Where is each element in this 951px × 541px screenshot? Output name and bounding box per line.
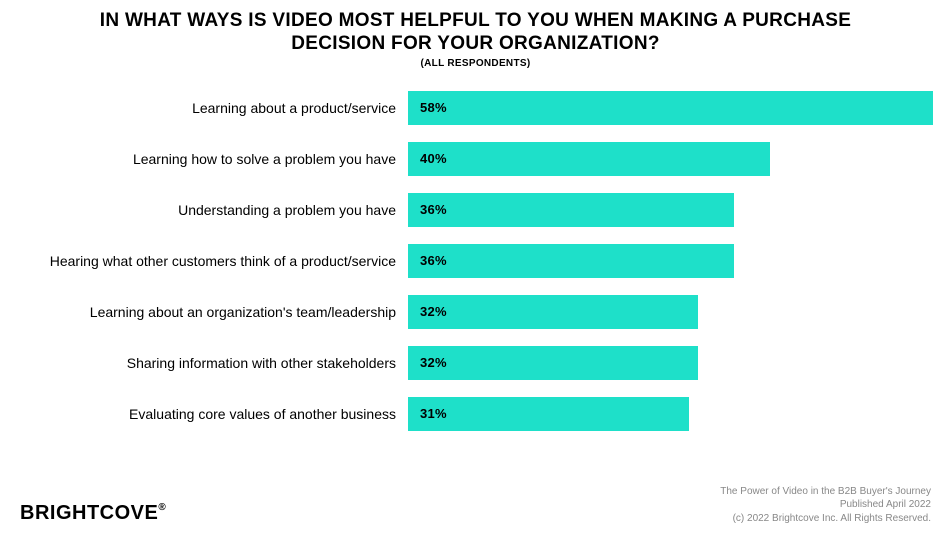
chart-subtitle: (ALL RESPONDENTS) xyxy=(0,58,951,69)
bar-area: 58% xyxy=(408,91,951,125)
bar-row: Learning about a product/service58% xyxy=(0,91,951,125)
bar-area: 31% xyxy=(408,397,951,431)
bar-label: Sharing information with other stakehold… xyxy=(0,355,408,371)
bar-area: 32% xyxy=(408,346,951,380)
bar-area: 36% xyxy=(408,193,951,227)
bar-row: Sharing information with other stakehold… xyxy=(0,346,951,380)
credits: The Power of Video in the B2B Buyer's Jo… xyxy=(720,485,931,526)
bar-label: Learning about a product/service xyxy=(0,100,408,116)
bar: 32% xyxy=(408,295,698,329)
bar-value: 36% xyxy=(408,202,447,217)
brand-text: BRIGHTCOVE xyxy=(20,502,158,524)
bar-label: Evaluating core values of another busine… xyxy=(0,406,408,422)
bar-row: Learning about an organization's team/le… xyxy=(0,295,951,329)
bar-row: Hearing what other customers think of a … xyxy=(0,244,951,278)
bar-area: 32% xyxy=(408,295,951,329)
bar: 31% xyxy=(408,397,689,431)
bar-chart: Learning about a product/service58%Learn… xyxy=(0,91,951,431)
bar-value: 36% xyxy=(408,253,447,268)
page: IN WHAT WAYS IS VIDEO MOST HELPFUL TO YO… xyxy=(0,0,951,541)
bar: 36% xyxy=(408,193,734,227)
credits-line-3: (c) 2022 Brightcove Inc. All Rights Rese… xyxy=(720,512,931,526)
bar-value: 31% xyxy=(408,406,447,421)
chart-title: IN WHAT WAYS IS VIDEO MOST HELPFUL TO YO… xyxy=(0,10,951,56)
bar: 36% xyxy=(408,244,734,278)
bar-value: 32% xyxy=(408,355,447,370)
bar-row: Understanding a problem you have36% xyxy=(0,193,951,227)
bar-area: 40% xyxy=(408,142,951,176)
bar-value: 58% xyxy=(408,100,447,115)
bar: 40% xyxy=(408,142,770,176)
credits-line-1: The Power of Video in the B2B Buyer's Jo… xyxy=(720,485,931,499)
bar-label: Learning how to solve a problem you have xyxy=(0,151,408,167)
title-line-2: DECISION FOR YOUR ORGANIZATION? xyxy=(291,33,660,54)
title-line-1: IN WHAT WAYS IS VIDEO MOST HELPFUL TO YO… xyxy=(100,10,851,31)
bar-row: Learning how to solve a problem you have… xyxy=(0,142,951,176)
bar-label: Learning about an organization's team/le… xyxy=(0,304,408,320)
bar-area: 36% xyxy=(408,244,951,278)
footer: BRIGHTCOVE® The Power of Video in the B2… xyxy=(0,485,951,526)
trademark-symbol: ® xyxy=(158,502,166,513)
credits-line-2: Published April 2022 xyxy=(720,498,931,512)
bar-value: 40% xyxy=(408,151,447,166)
title-block: IN WHAT WAYS IS VIDEO MOST HELPFUL TO YO… xyxy=(0,0,951,69)
bar-label: Understanding a problem you have xyxy=(0,202,408,218)
bar-label: Hearing what other customers think of a … xyxy=(0,253,408,269)
brand-logo: BRIGHTCOVE® xyxy=(20,502,166,525)
bar: 32% xyxy=(408,346,698,380)
bar-value: 32% xyxy=(408,304,447,319)
bar-row: Evaluating core values of another busine… xyxy=(0,397,951,431)
bar: 58% xyxy=(408,91,933,125)
